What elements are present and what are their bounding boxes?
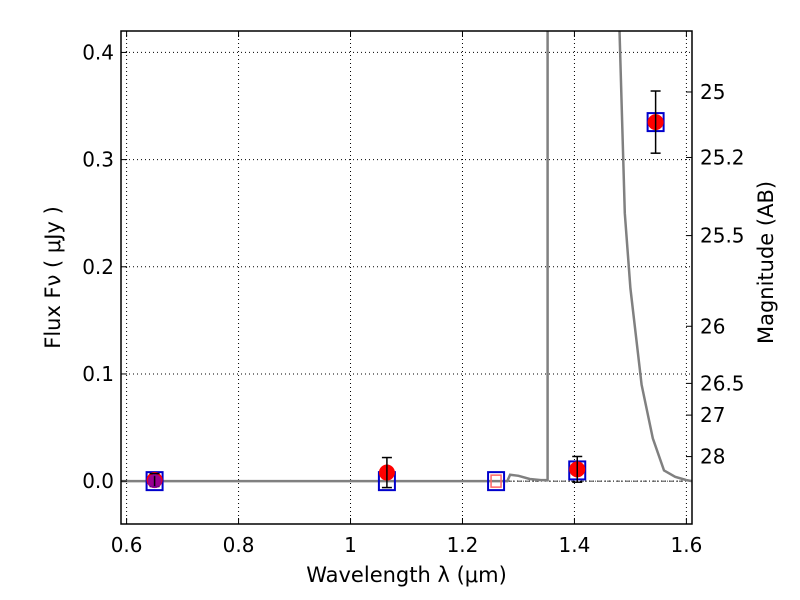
- y-tick-label: 0.2: [82, 255, 114, 279]
- y-tick-label: 0.0: [82, 469, 114, 493]
- x-tick-label: 1.2: [447, 533, 479, 557]
- x-tick-label: 0.8: [223, 533, 255, 557]
- y2-tick-label: 26: [700, 314, 725, 338]
- y2-tick-label: 28: [700, 445, 725, 469]
- x-tick-label: 1.6: [670, 533, 702, 557]
- x-tick-label: 1.4: [559, 533, 591, 557]
- upper-limit-marker: [490, 474, 502, 488]
- y-axis-title: Flux Fν ( μJy ): [41, 206, 65, 349]
- plot-frame: [120, 30, 693, 525]
- y2-axis-title: Magnitude (AB): [754, 181, 778, 344]
- y2-tick-label: 25.5: [700, 224, 745, 248]
- y2-tick-label: 25.2: [700, 145, 745, 169]
- y2-tick-label: 25: [700, 80, 725, 104]
- y2-tick-label: 26.5: [700, 371, 745, 395]
- y-tick-label: 0.1: [82, 362, 114, 386]
- y-tick-label: 0.3: [82, 148, 114, 172]
- y-tick-label: 0.4: [82, 40, 114, 64]
- plot-area: [121, 31, 692, 524]
- x-axis-title: Wavelength λ (μm): [306, 563, 507, 587]
- model-band-marker: [487, 471, 506, 492]
- x-tick-label: 1: [344, 533, 357, 557]
- x-tick-label: 0.6: [111, 533, 143, 557]
- model-sed-line: [121, 31, 692, 483]
- y2-tick-label: 27: [700, 403, 725, 427]
